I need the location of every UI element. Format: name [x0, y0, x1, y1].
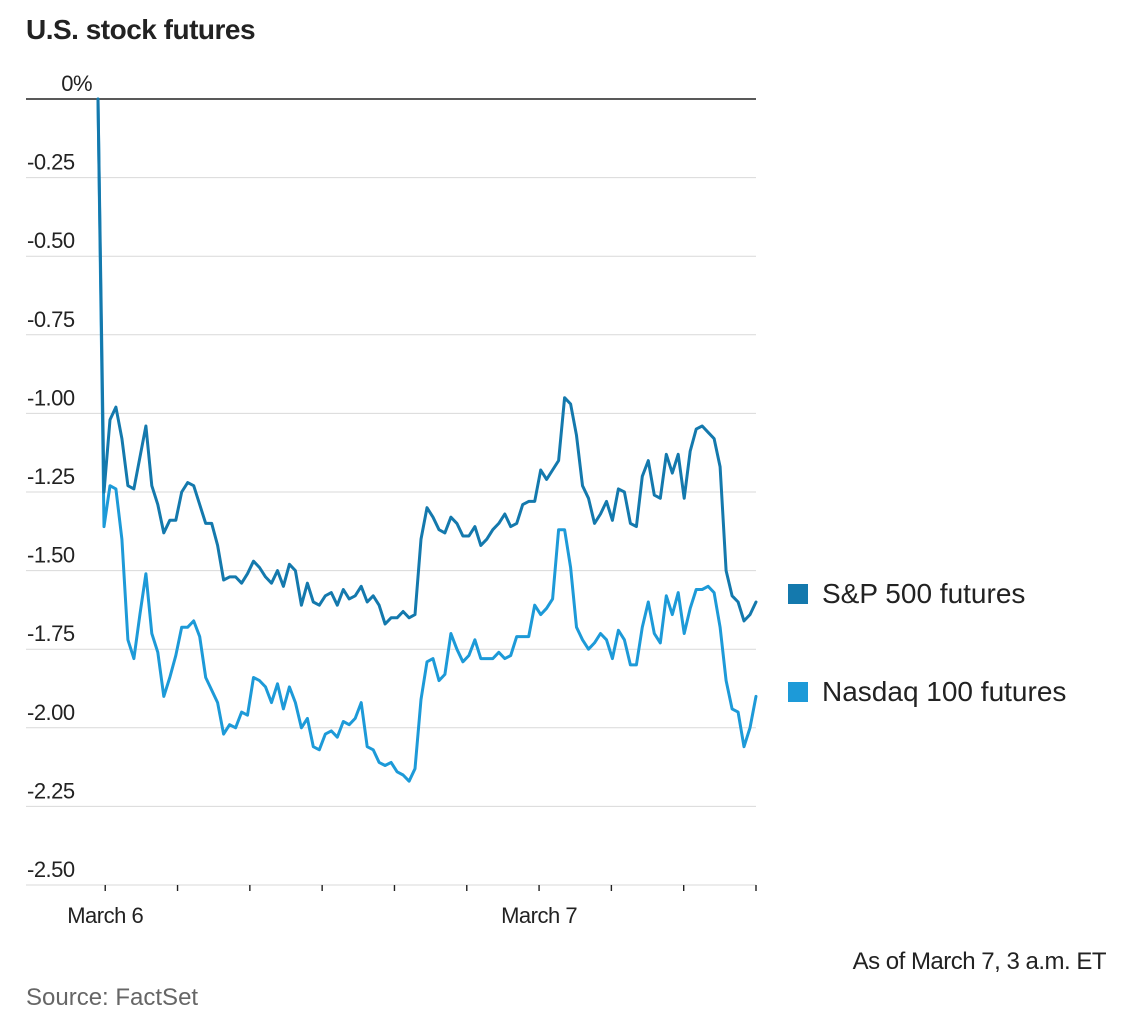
legend-item-nasdaq: Nasdaq 100 futures — [788, 676, 1066, 708]
series-lines — [96, 97, 758, 783]
x-axis: March 6 March 7 — [26, 884, 757, 928]
y-tick-label: -1.75 — [27, 621, 75, 646]
y-tick-label: -0.75 — [27, 307, 75, 332]
y-tick-label: -2.25 — [27, 778, 75, 803]
x-tick-label: March 7 — [501, 903, 577, 928]
y-tick-label: -1.00 — [27, 385, 75, 410]
as-of-note: As of March 7, 3 a.m. ET — [852, 948, 1107, 975]
source-note: Source: FactSet — [26, 984, 199, 1011]
y-tick-label: -2.00 — [27, 700, 75, 725]
y-tick-label: 0% — [61, 71, 92, 96]
y-tick-label: -0.25 — [27, 150, 75, 175]
sp500-swatch — [788, 584, 808, 604]
legend-label-sp500: S&P 500 futures — [822, 578, 1026, 609]
y-tick-label: -1.25 — [27, 464, 75, 489]
sp500-line — [96, 97, 758, 626]
x-tick-label: March 6 — [67, 903, 143, 928]
y-tick-label: -0.50 — [27, 228, 75, 253]
y-tick-label: -2.50 — [27, 857, 75, 882]
legend-label-nasdaq: Nasdaq 100 futures — [822, 676, 1067, 707]
line-chart: 0% -0.25 -0.50 -0.75 -1.00 -1.25 -1.50 -1.75 -2.… — [26, 71, 758, 928]
y-axis-tick-labels: 0% -0.25 -0.50 -0.75 -1.00 -1.25 -1.50 -1.75 -2.… — [27, 71, 93, 882]
chart-title: U.S. stock futures — [26, 14, 256, 45]
nasdaq-swatch — [788, 682, 808, 702]
y-tick-label: -1.50 — [27, 543, 75, 568]
gridlines — [26, 98, 756, 886]
nasdaq-line — [96, 97, 758, 783]
legend-item-sp500: S&P 500 futures — [788, 578, 1025, 610]
